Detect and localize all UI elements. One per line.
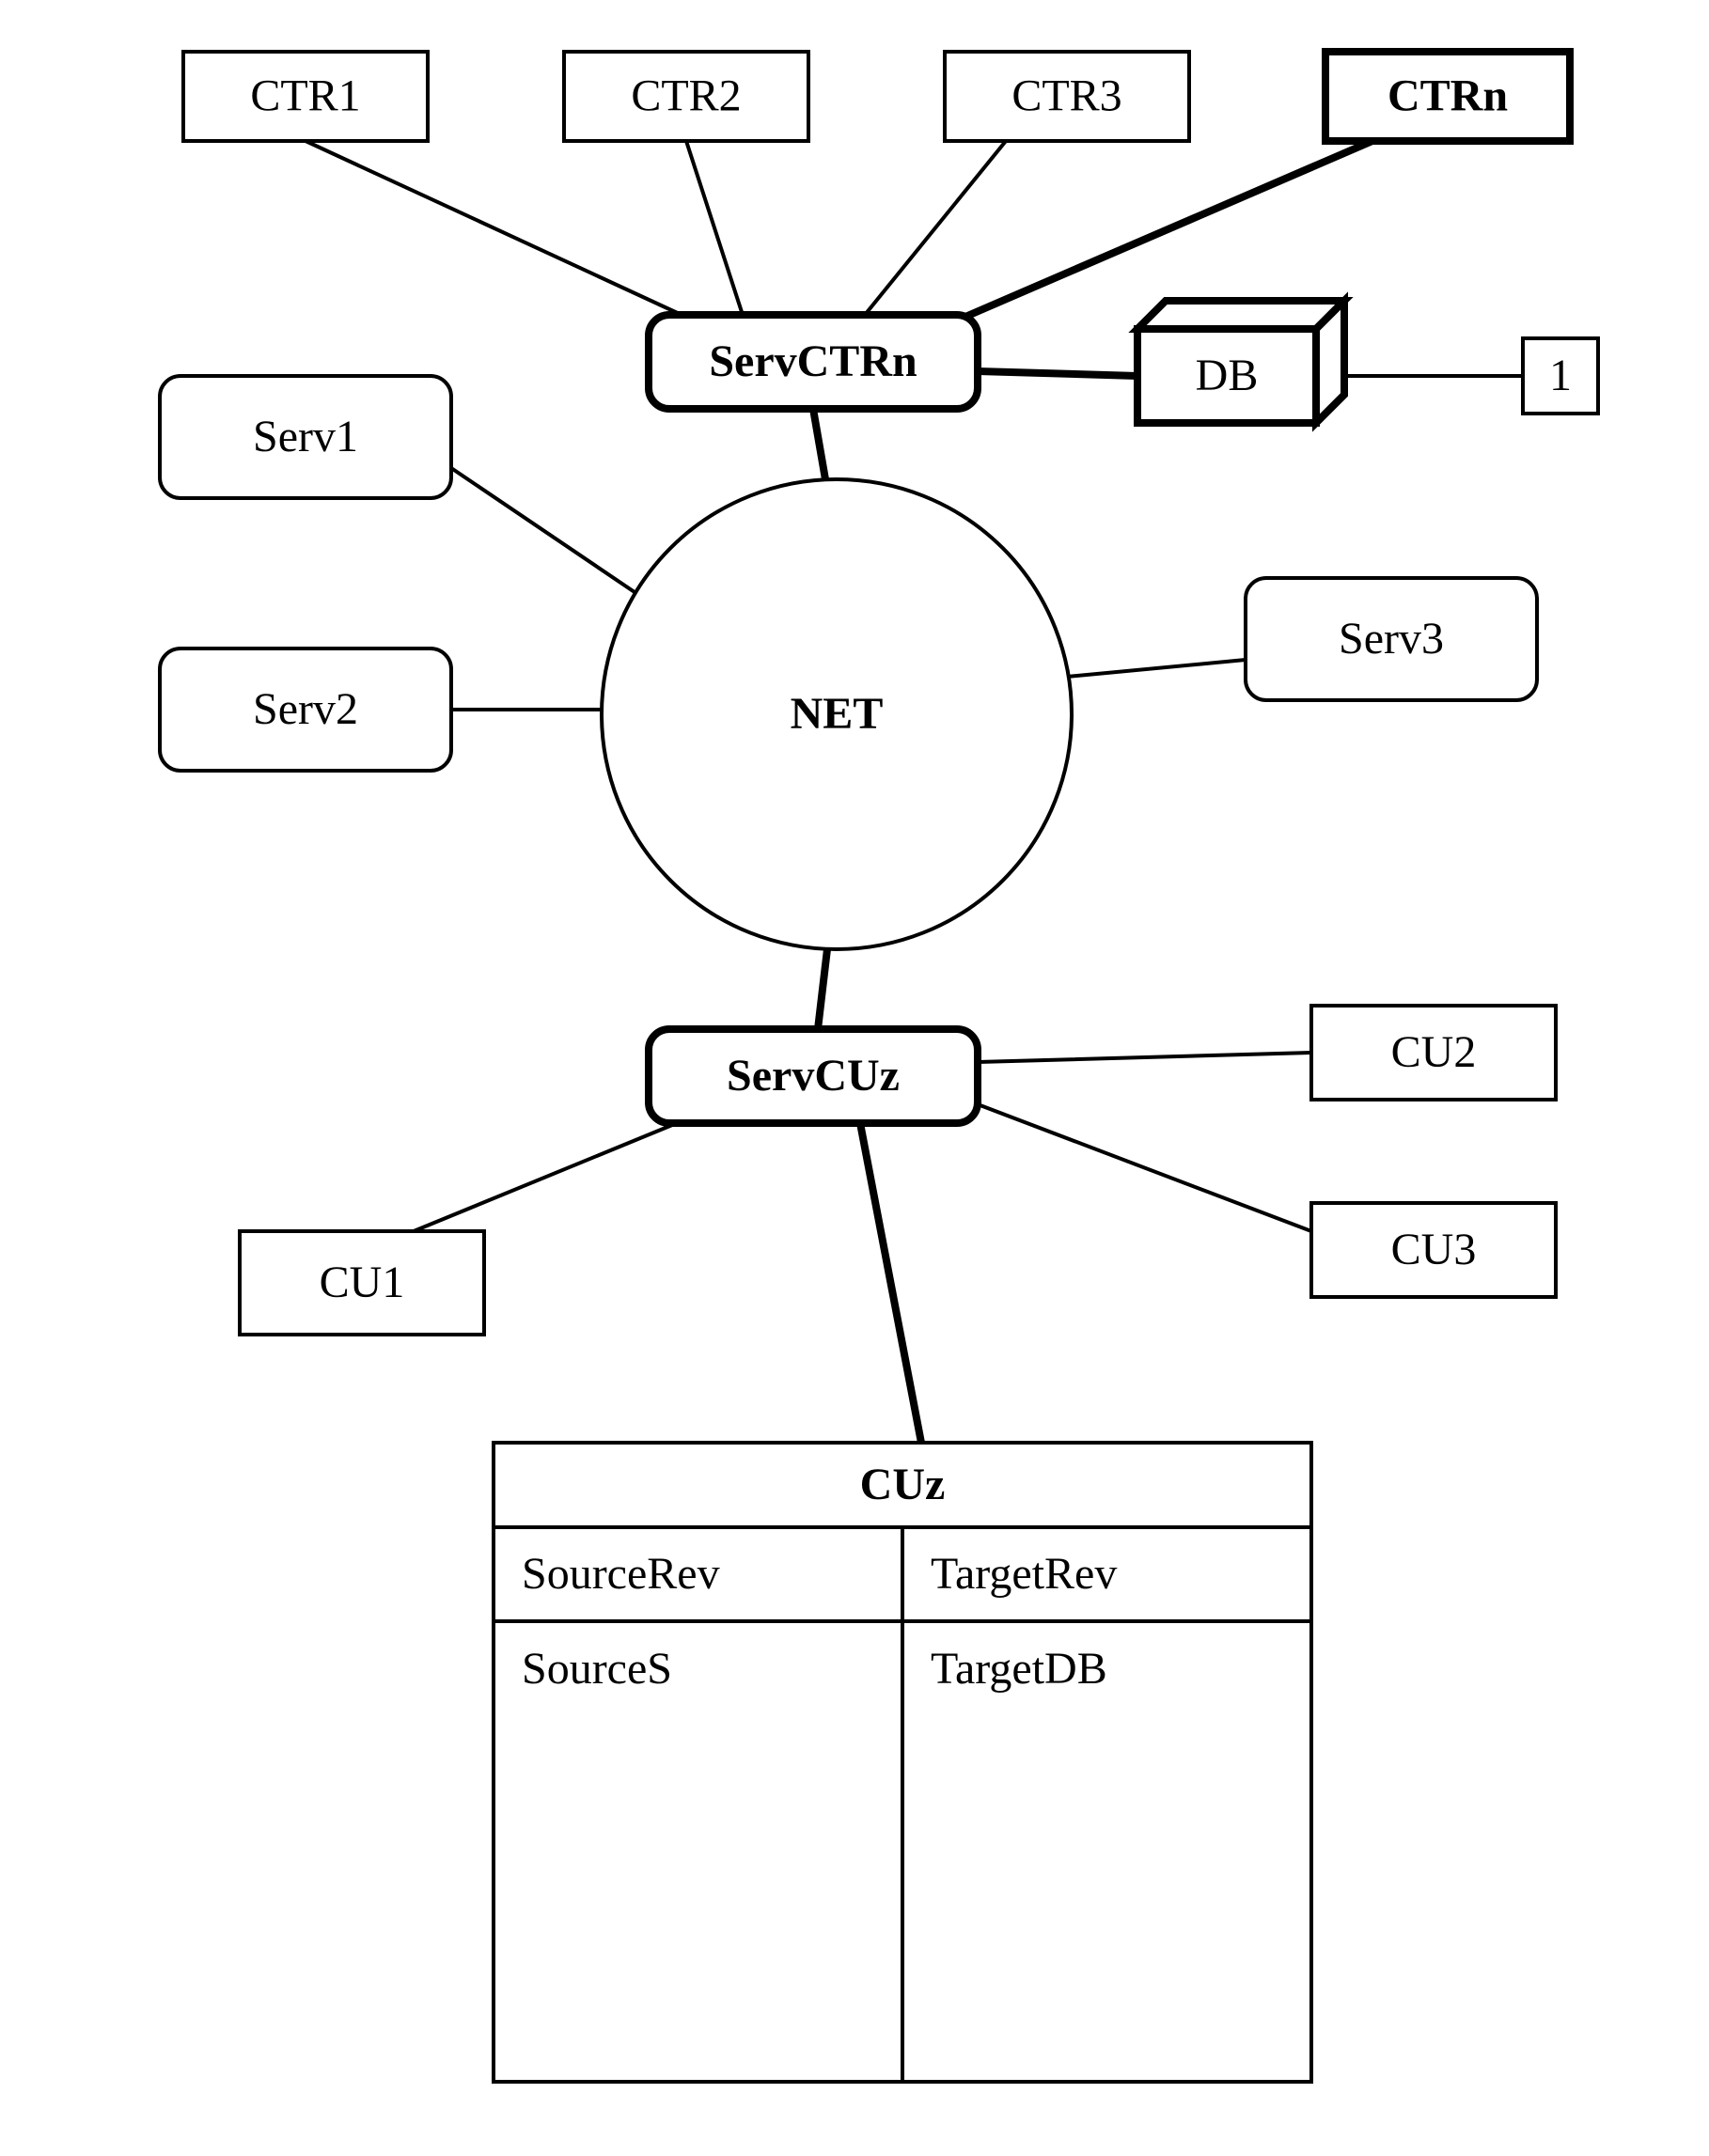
node-db-top (1137, 301, 1344, 329)
label-net: NET (791, 689, 884, 739)
edge-servcuz-cu1 (414, 1123, 677, 1231)
label-cu3: CU3 (1391, 1225, 1477, 1274)
edge-ctr2-servctrn (686, 141, 743, 315)
edge-net-servcuz (818, 949, 827, 1029)
label-serv2: Serv2 (253, 684, 358, 734)
edge-serv3-net (1067, 660, 1246, 677)
edge-servcuz-cu2 (978, 1053, 1311, 1062)
label-db: DB (1196, 351, 1259, 400)
edge-servctrn-db (978, 371, 1137, 376)
edge-serv1-net (451, 468, 635, 592)
label-ctr1: CTR1 (250, 71, 360, 121)
label-cu1: CU1 (320, 1258, 405, 1307)
label-serv3: Serv3 (1339, 614, 1444, 664)
label-cuz-tl: SourceRev (522, 1549, 720, 1599)
nodes-layer: CTR1 CTR2 CTR3 CTRn ServCTRn DB 1 Serv1 Serv2 Ser… (160, 52, 1598, 2082)
edge-ctr3-servctrn (865, 141, 1006, 315)
label-ctrn: CTRn (1388, 71, 1508, 121)
label-one: 1 (1549, 351, 1572, 400)
edge-ctr1-servctrn (306, 141, 682, 315)
edge-servctrn-net (813, 409, 825, 479)
label-servcuz: ServCUz (727, 1051, 900, 1101)
label-cuz-bl: SourceS (522, 1644, 672, 1694)
label-cu2: CU2 (1391, 1027, 1477, 1077)
edge-servcuz-cuz (860, 1123, 921, 1443)
label-cuz-br: TargetDB (931, 1644, 1107, 1694)
label-ctr2: CTR2 (631, 71, 741, 121)
label-serv1: Serv1 (253, 412, 358, 461)
label-ctr3: CTR3 (1011, 71, 1121, 121)
label-cuz-title: CUz (860, 1460, 946, 1509)
label-servctrn: ServCTRn (709, 336, 917, 386)
edge-servcuz-cu3 (978, 1104, 1311, 1231)
label-cuz-tr: TargetRev (931, 1549, 1117, 1599)
edge-ctrn-servctrn (959, 141, 1372, 320)
